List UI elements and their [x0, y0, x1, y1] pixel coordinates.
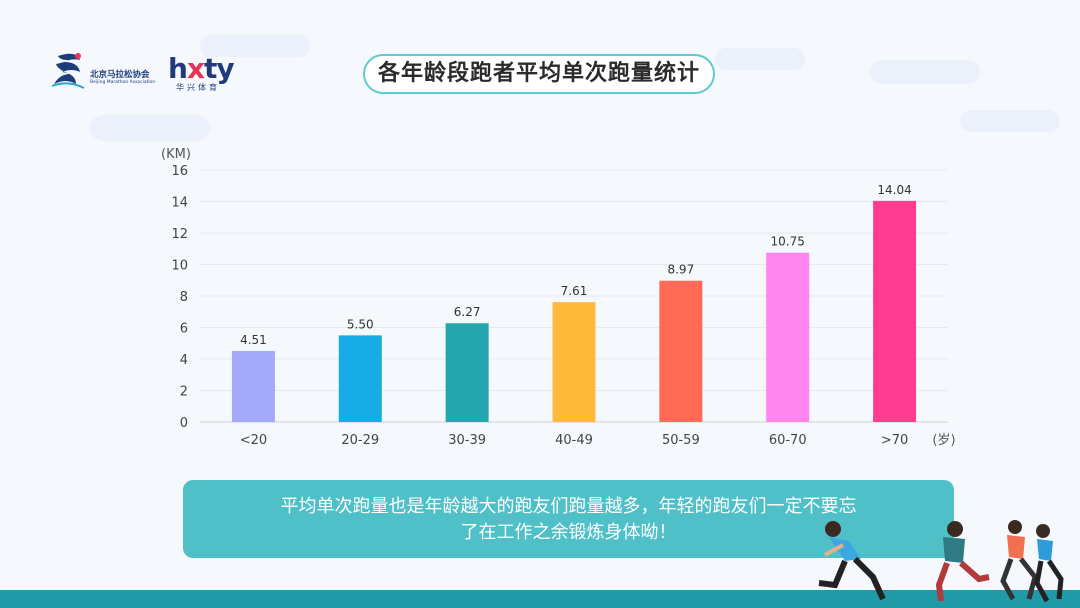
bar-value-label: 10.75	[771, 235, 805, 249]
bma-logo: 北京马拉松协会 Beijing Marathon Association	[50, 50, 170, 95]
hxty-letters-ty: ty	[204, 52, 235, 85]
x-tick-label: >70	[881, 433, 908, 448]
runner-figure	[1034, 524, 1064, 603]
bar	[231, 350, 275, 422]
y-axis-label: (KM)	[161, 147, 191, 162]
x-tick-label: <20	[240, 433, 267, 448]
y-tick-label: 6	[180, 322, 188, 337]
summary-note-line-2: 了在工作之余锻炼身体呦！	[460, 522, 677, 543]
y-tick-label: 10	[171, 259, 188, 274]
x-tick-label: 20-29	[341, 433, 379, 448]
bar-value-label: 8.97	[667, 263, 694, 277]
bar-value-label: 5.50	[347, 317, 374, 331]
runners-illustration-icon	[818, 520, 1064, 603]
bar-value-label: 4.51	[240, 333, 267, 347]
bar-value-label: 7.61	[561, 284, 588, 298]
x-tick-label: 50-59	[662, 433, 700, 448]
x-tick-label: 40-49	[555, 433, 593, 448]
y-axis: 0 2 4 6 8 10 12 14 16	[171, 164, 188, 431]
cloud-decoration	[960, 110, 1060, 132]
hxty-letter-h: h	[168, 52, 188, 85]
x-tick-label: 60-70	[769, 433, 807, 448]
cloud-decoration	[200, 35, 310, 57]
y-tick-label: 2	[180, 385, 188, 400]
bottom-band	[0, 590, 1080, 608]
bar-chart: 0 2 4 6 8 10 12 14 16 4.51 5.50 6.27 7.61 8.97 10.75 1…	[161, 147, 956, 448]
page-title: 各年龄段跑者平均单次跑量统计	[363, 54, 715, 94]
y-tick-label: 12	[171, 227, 188, 242]
runner-figure	[818, 521, 886, 601]
y-tick-label: 0	[180, 416, 188, 431]
y-tick-label: 4	[180, 353, 188, 368]
cloud-decoration	[870, 60, 980, 84]
bma-logo-icon	[51, 53, 85, 89]
bma-name: 北京马拉松协会	[90, 70, 150, 80]
x-axis: <20 20-29 30-39 40-49 50-59 60-70 >70	[240, 433, 909, 448]
bar	[873, 200, 917, 422]
bar	[659, 280, 703, 422]
bar	[445, 323, 489, 422]
summary-note: 平均单次跑量也是年龄越大的跑友们跑量越多，年轻的跑友们一定不要忘 了在工作之余锻…	[183, 480, 954, 558]
x-tick-label: 30-39	[448, 433, 486, 448]
hxty-letter-x: x	[186, 52, 205, 85]
bma-subtitle: Beijing Marathon Association	[90, 80, 156, 85]
cloud-decoration	[715, 48, 805, 70]
hxty-logo: hxty 华兴体育	[168, 55, 248, 96]
bar-value-label: 14.04	[877, 183, 911, 197]
chart-bars: 4.51 5.50 6.27 7.61 8.97 10.75 14.04	[231, 183, 917, 422]
bar	[552, 302, 596, 422]
x-axis-label: (岁)	[932, 433, 955, 448]
y-tick-label: 8	[180, 290, 188, 305]
runner-figure	[1000, 520, 1038, 601]
hxty-subtitle: 华兴体育	[176, 83, 220, 92]
bar	[338, 335, 382, 422]
cloud-decoration	[90, 115, 210, 141]
runner-figure	[935, 521, 990, 602]
y-tick-label: 14	[171, 196, 188, 211]
summary-note-line-1: 平均单次跑量也是年龄越大的跑友们跑量越多，年轻的跑友们一定不要忘	[280, 496, 857, 517]
bar-value-label: 6.27	[454, 305, 481, 319]
y-tick-label: 16	[171, 164, 188, 179]
bar	[766, 252, 810, 422]
hxty-wordmark: hxty	[168, 55, 248, 83]
